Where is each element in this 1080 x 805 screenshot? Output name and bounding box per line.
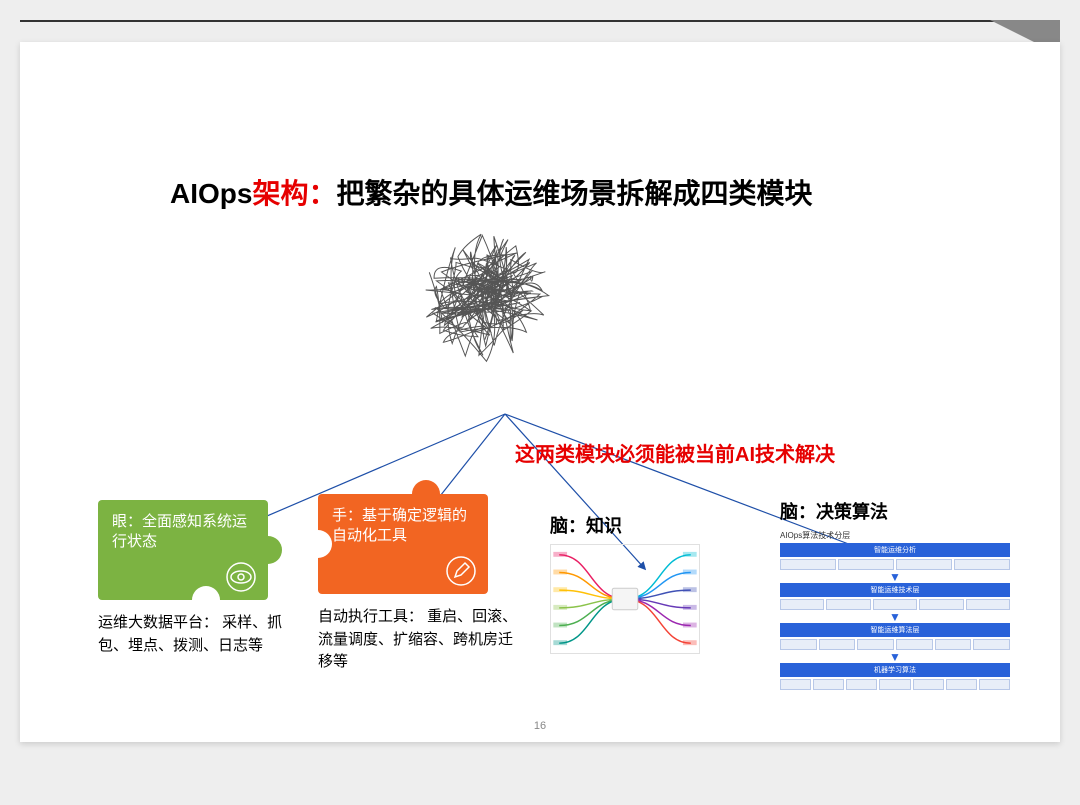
scribble-icon — [400, 220, 570, 375]
module-brain-knowledge: 脑：知识 — [550, 512, 780, 544]
title-prefix: AIOps — [170, 178, 252, 209]
down-arrow-icon: ▼ — [780, 572, 1010, 582]
layer-cell — [780, 599, 824, 610]
module-decision-title: 脑：决策算法 — [780, 498, 1010, 524]
layer-row — [780, 599, 1010, 610]
layer-cell — [973, 639, 1010, 650]
decomposition-arrows — [20, 42, 1080, 805]
layered-diagram: AIOps算法技术分层 智能运维分析▼智能运维技术层▼智能运维算法层▼机器学习算… — [780, 530, 1010, 690]
title-rest: 把繁杂的具体运维场景拆解成四类模块 — [336, 178, 812, 209]
puzzle-tab-icon — [254, 536, 282, 564]
layer-cell — [935, 639, 972, 650]
puzzle-hand: 手：基于确定逻辑的自动化工具 — [318, 494, 488, 594]
title-red: 架构： — [252, 178, 336, 209]
page-number: 16 — [534, 720, 546, 732]
layer-header: 智能运维分析 — [780, 543, 1010, 557]
layer-cell — [913, 679, 944, 690]
layer-cell — [846, 679, 877, 690]
module-eye-label: 眼：全面感知系统运行状态 — [112, 513, 247, 550]
layer-row — [780, 559, 1010, 570]
puzzle-tab-icon — [412, 480, 440, 508]
puzzle-eye: 眼：全面感知系统运行状态 — [98, 500, 268, 600]
module-brain-decision: 脑：决策算法 AIOps算法技术分层 智能运维分析▼智能运维技术层▼智能运维算法… — [780, 498, 1010, 530]
layer-cell — [873, 599, 917, 610]
layer-cell — [819, 639, 856, 650]
top-divider — [20, 20, 1060, 22]
puzzle-notch-icon — [304, 530, 332, 558]
layer-cell — [838, 559, 894, 570]
layered-caption: AIOps算法技术分层 — [780, 530, 1010, 541]
eye-icon — [224, 560, 258, 594]
layer-cell — [857, 639, 894, 650]
layer-cell — [919, 599, 963, 610]
puzzle-notch-icon — [192, 586, 220, 614]
layer-header: 智能运维算法层 — [780, 623, 1010, 637]
down-arrow-icon: ▼ — [780, 612, 1010, 622]
layer-cell — [826, 599, 870, 610]
layer-cell — [979, 679, 1010, 690]
layer-cell — [780, 679, 811, 690]
layer-row — [780, 679, 1010, 690]
slide: AIOps架构：把繁杂的具体运维场景拆解成四类模块 这两类模块必须能被当前AI技… — [20, 42, 1060, 742]
layer-cell — [896, 639, 933, 650]
module-hand-desc: 自动执行工具： 重启、回滚、流量调度、扩缩容、跨机房迁移等 — [318, 606, 518, 674]
layer-row — [780, 639, 1010, 650]
module-hand-label: 手：基于确定逻辑的自动化工具 — [332, 507, 467, 544]
pencil-icon — [444, 554, 478, 588]
module-hand: 手：基于确定逻辑的自动化工具 自动执行工具： 重启、回滚、流量调度、扩缩容、跨机… — [318, 494, 548, 674]
layer-cell — [954, 559, 1010, 570]
layer-cell — [780, 559, 836, 570]
layer-header: 智能运维技术层 — [780, 583, 1010, 597]
module-knowledge-title: 脑：知识 — [550, 512, 780, 538]
layer-cell — [879, 679, 910, 690]
layer-cell — [780, 639, 817, 650]
layer-cell — [896, 559, 952, 570]
down-arrow-icon: ▼ — [780, 652, 1010, 662]
layer-cell — [946, 679, 977, 690]
module-eye-desc: 运维大数据平台： 采样、抓包、埋点、拨测、日志等 — [98, 612, 298, 657]
layer-cell — [966, 599, 1010, 610]
slide-title: AIOps架构：把繁杂的具体运维场景拆解成四类模块 — [170, 172, 813, 212]
layer-header: 机器学习算法 — [780, 663, 1010, 677]
ai-note: 这两类模块必须能被当前AI技术解决 — [515, 438, 835, 467]
mindmap-icon — [550, 544, 700, 654]
module-eye: 眼：全面感知系统运行状态 运维大数据平台： 采样、抓包、埋点、拨测、日志等 — [98, 500, 328, 657]
layer-cell — [813, 679, 844, 690]
